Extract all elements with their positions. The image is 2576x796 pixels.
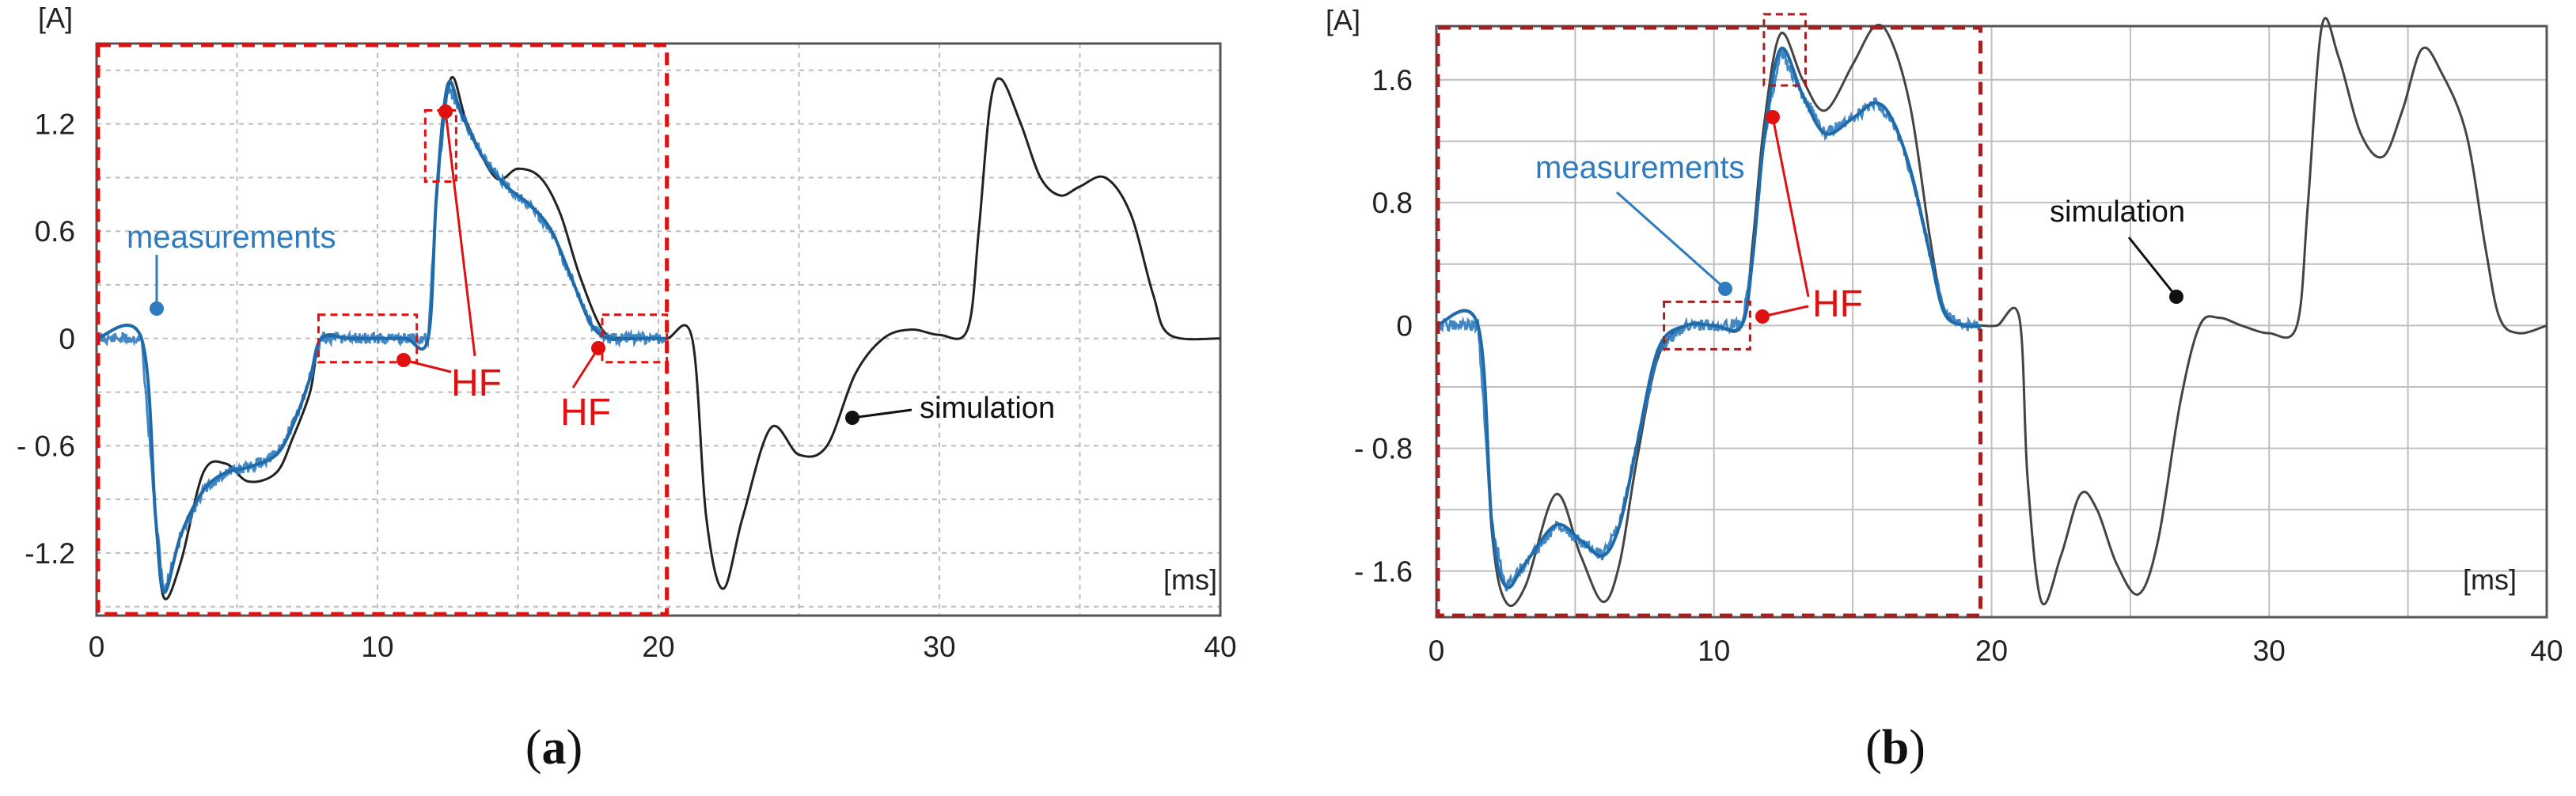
caption-paren-close: ): [1909, 721, 1925, 775]
panel-caption: (a): [525, 721, 582, 775]
annotation-leader: [571, 347, 600, 389]
y-tick-label: - 0.6: [17, 430, 75, 462]
annotation-dot: [1755, 309, 1770, 324]
annotation-leader: [2127, 237, 2178, 298]
annotation-label: HF: [560, 392, 611, 434]
annotation-label: simulation: [2050, 195, 2185, 229]
x-tick-label: 10: [361, 631, 393, 663]
annotation-leader: [403, 358, 452, 373]
hf-region-box: [1663, 300, 1751, 351]
x-tick-label: 20: [642, 631, 674, 663]
annotation-leader: [1762, 305, 1809, 318]
annotation-leader: [1616, 191, 1726, 290]
x-tick-label: 0: [89, 631, 105, 663]
panel-caption: (b): [1865, 721, 1925, 775]
x-tick-label: 40: [2530, 635, 2563, 667]
x-axis-unit: [ms]: [2463, 563, 2517, 596]
annotation-dot: [845, 411, 859, 425]
y-tick-label: 0.8: [1372, 187, 1413, 219]
annotation-dot: [2169, 290, 2183, 304]
y-tick-label: 0.6: [35, 215, 75, 248]
hf-region-box: [1762, 13, 1807, 87]
annotation-label: measurements: [1535, 150, 1745, 185]
annotation-dot: [1766, 110, 1780, 124]
y-tick-label: 1.2: [35, 108, 75, 141]
measurement-window-box: [96, 43, 670, 616]
y-tick-label: - 1.6: [1354, 555, 1413, 588]
annotation-dot: [591, 341, 605, 355]
x-tick-label: 10: [1698, 635, 1730, 667]
caption-paren-open: (: [525, 721, 542, 775]
x-axis-unit: [ms]: [1163, 563, 1217, 596]
y-axis-unit: [A]: [1326, 4, 1360, 36]
x-tick-label: 40: [1204, 631, 1236, 663]
hf-region-box: [317, 313, 419, 364]
y-tick-label: 0: [1396, 309, 1413, 342]
x-tick-label: 30: [923, 631, 955, 663]
annotation-leader: [1771, 116, 1810, 298]
x-tick-label: 20: [1975, 635, 2008, 667]
annotation-leader: [852, 408, 912, 419]
annotation-label: HF: [1812, 283, 1863, 325]
annotation-dot: [1718, 282, 1732, 296]
x-tick-label: 30: [2253, 635, 2286, 667]
caption-paren-open: (: [1865, 721, 1882, 775]
measurements-line: [1436, 46, 1981, 589]
annotation-label: simulation: [920, 392, 1055, 425]
measurements-line: [96, 80, 667, 594]
simulation-line: [1436, 17, 2548, 608]
caption-paren-close: ): [567, 721, 583, 775]
y-tick-label: 1.6: [1372, 64, 1413, 97]
annotation-leader: [444, 111, 476, 357]
y-tick-label: - 0.8: [1354, 433, 1413, 465]
annotation-label: measurements: [127, 220, 336, 255]
x-tick-label: 0: [1428, 635, 1445, 667]
annotation-dot: [438, 104, 453, 119]
annotation-label: HF: [451, 362, 502, 404]
annotation-dot: [396, 353, 411, 367]
y-tick-label: 0: [59, 323, 75, 355]
measurement-window-box: [1436, 25, 1982, 618]
annotation-dot: [150, 301, 164, 316]
hf-region-box: [601, 313, 669, 364]
caption-letter: a: [542, 721, 567, 775]
y-axis-unit: [A]: [38, 2, 73, 34]
y-tick-label: -1.2: [25, 537, 75, 570]
caption-letter: b: [1882, 721, 1909, 775]
